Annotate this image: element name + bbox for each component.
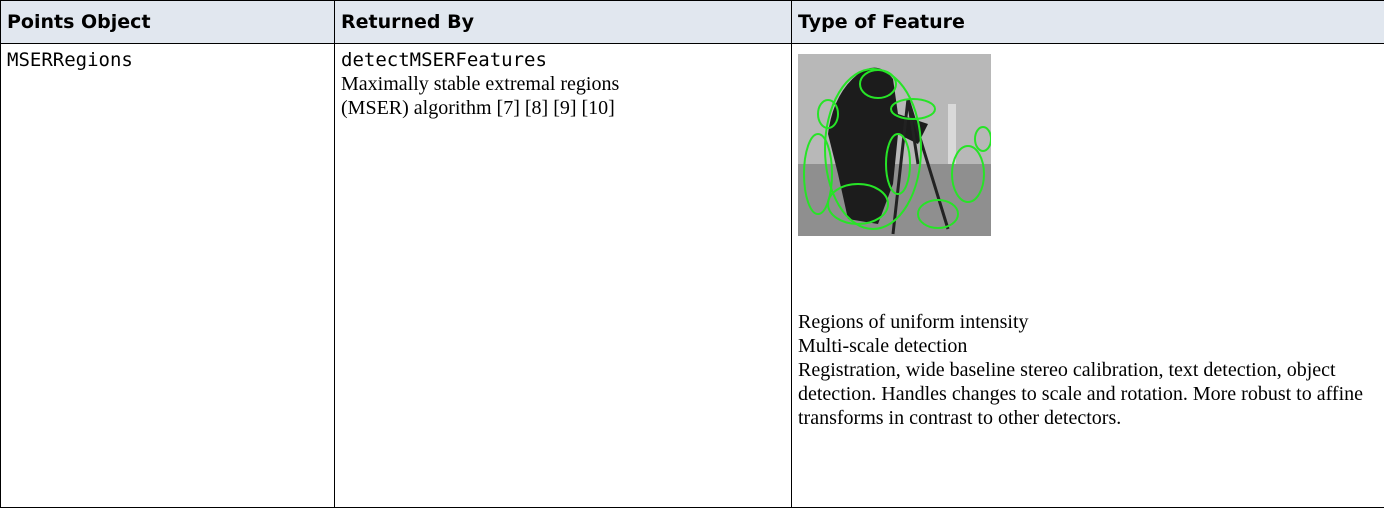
header-cell: Returned By (335, 1, 792, 44)
feature-line: Multi-scale detection (798, 334, 1383, 358)
row: MSERRegions detectMSERFeatures Maximally… (1, 44, 1384, 508)
feature-line: Regions of uniform intensity (798, 310, 1383, 334)
header-cell: Type of Feature (792, 1, 1384, 44)
mser-image (798, 54, 991, 236)
header-row: Points Object Returned By Type of Featur… (1, 1, 1384, 44)
header-cell: Points Object (1, 1, 335, 44)
function-name: detectMSERFeatures (341, 48, 785, 72)
feature-cell: Regions of uniform intensity Multi-scale… (792, 44, 1384, 508)
description-line: (MSER) algorithm [7] [8] [9] [10] (341, 96, 785, 120)
description-line: Maximally stable extremal regions (341, 72, 785, 96)
returned-cell: detectMSERFeatures Maximally stable extr… (335, 44, 792, 508)
object-cell: MSERRegions (1, 44, 335, 508)
object-name: MSERRegions (7, 49, 133, 71)
feature-paragraph: Registration, wide baseline stereo calib… (798, 358, 1383, 430)
